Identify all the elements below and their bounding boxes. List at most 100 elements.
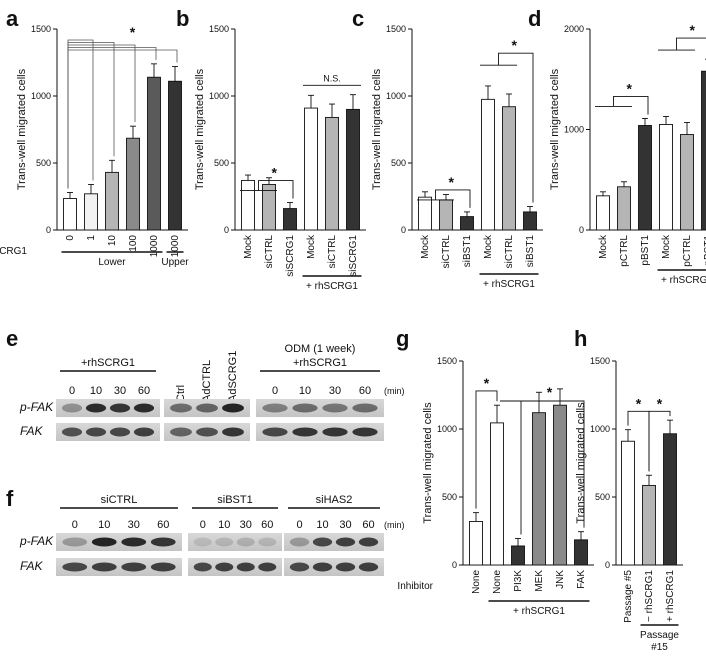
blot-band (289, 537, 310, 547)
chart-c: 0 500 1000 1500 Trans-well migrated cells Moc… (371, 24, 543, 290)
blot-lane-label: 60 (362, 519, 374, 531)
y-tick-label: 1000 (590, 424, 610, 434)
y-tick-label: 500 (391, 158, 406, 168)
y-axis-title: Trans-well migrated cells (549, 68, 561, 190)
chart-g: 0 500 1000 1500 Trans-well migrated cells Non… (397, 356, 594, 617)
bar (621, 440, 635, 566)
bar (502, 106, 516, 231)
bar (532, 412, 546, 566)
panel-label-e: e (6, 326, 18, 351)
y-tick-label: 0 (224, 225, 229, 235)
bar (574, 539, 588, 566)
bar (701, 70, 706, 231)
bar (659, 124, 673, 231)
y-tick-label: 0 (605, 560, 610, 570)
blot-lane-label: 10 (218, 519, 230, 531)
bar (511, 545, 525, 566)
sig-bracket (67, 39, 94, 189)
sig-bracket (67, 44, 136, 189)
y-tick-label: 1000 (437, 424, 457, 434)
bar (147, 76, 161, 231)
sig-label: * (130, 24, 136, 40)
blot-unit-label: (min) (384, 386, 405, 396)
blot-band (150, 562, 176, 572)
group-label: + rhSCRG1 (306, 281, 358, 292)
blot-row-label: FAK (20, 424, 43, 438)
y-tick-label: 0 (46, 225, 51, 235)
category-label: 0 (65, 235, 76, 241)
category-label: siBST1 (462, 235, 473, 268)
sig-bracket (500, 400, 585, 528)
blot-strip (56, 558, 182, 576)
blot-band (352, 427, 378, 437)
blot-lane-label: 0 (296, 519, 302, 531)
blot-band (196, 403, 218, 413)
sig-bracket (676, 37, 706, 51)
sig-bracket (475, 390, 498, 509)
bar (84, 193, 98, 231)
y-tick-label: 1500 (437, 356, 457, 366)
y-axis-title: Trans-well migrated cells (194, 68, 206, 190)
bar (596, 195, 610, 231)
blot-strip (256, 399, 384, 417)
blot-lane-label: 0 (272, 385, 278, 397)
bar (617, 186, 631, 231)
sig-bracket (258, 180, 294, 199)
blot-strip (284, 533, 384, 551)
sig-bracket (498, 52, 534, 203)
bar (325, 116, 339, 231)
panel-label-c: c (352, 6, 364, 31)
blot-lane-label: 0 (200, 519, 206, 531)
category-label: siCTRL (327, 235, 338, 269)
category-label: Mock (598, 234, 609, 259)
row-label: rhSCRG1 (0, 246, 27, 257)
blot-section-title: +rhSCRG1 (293, 357, 347, 369)
sig-bracket (613, 95, 649, 115)
category-label: pBST1 (640, 235, 651, 266)
blot-band (133, 403, 155, 413)
blot-band (61, 403, 83, 413)
blot-lane-label: 10 (316, 519, 328, 531)
category-label: Passage #5 (623, 570, 634, 623)
y-tick-label: 1500 (590, 356, 610, 366)
blot-lane-label: 30 (240, 519, 252, 531)
category-label: PI3K (513, 570, 524, 592)
blot-band (170, 427, 192, 437)
blot-band (121, 562, 147, 572)
blot-band (91, 537, 117, 547)
y-tick-label: 2000 (564, 24, 584, 34)
panel-label-b: b (176, 6, 189, 31)
blot-band (322, 427, 348, 437)
sig-label: * (627, 80, 633, 96)
sig-label: * (449, 174, 455, 190)
blot-band (85, 403, 107, 413)
category-label: siSCRG1 (285, 235, 296, 277)
blot-lane-label: 0 (72, 519, 78, 531)
blot-unit-label: (min) (384, 520, 405, 530)
sig-label: * (272, 165, 278, 181)
blot-strip (256, 423, 384, 441)
sig-label: * (690, 22, 696, 38)
panel-label-d: d (528, 6, 541, 31)
category-label: siCTRL (504, 235, 515, 269)
blot-band (109, 427, 131, 437)
blot-band (312, 562, 333, 572)
y-tick-label: 1000 (564, 125, 584, 135)
blot-lane-label: AdSCRG1 (227, 351, 239, 402)
blot-lane-label: 30 (114, 385, 126, 397)
bar (168, 80, 182, 231)
category-label: 1000 (170, 235, 181, 258)
blot-band (170, 403, 192, 413)
blot-band (91, 562, 117, 572)
blot-band (62, 537, 88, 547)
bar (680, 134, 694, 231)
chart-b: 0 500 1000 1500 Trans-well migrated cells Moc… (194, 24, 366, 292)
blot-lane-label: 0 (69, 385, 75, 397)
bar (460, 216, 474, 231)
category-label: 1 (86, 235, 97, 241)
blot-lane-label: 60 (157, 519, 169, 531)
bar (346, 108, 360, 231)
blot-lane-label: 10 (299, 385, 311, 397)
